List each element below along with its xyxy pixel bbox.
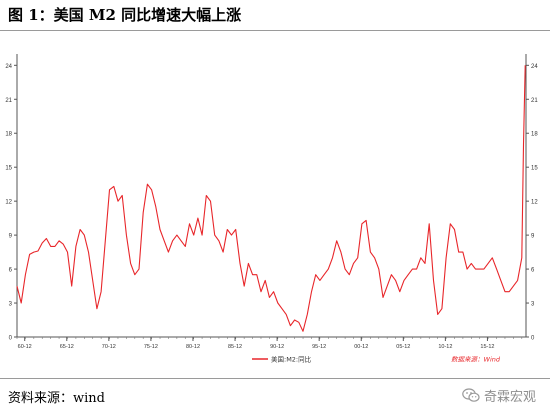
footer-divider — [0, 378, 550, 379]
y-tick-label-right: 18 — [531, 132, 538, 138]
y-tick-label-right: 15 — [531, 166, 538, 172]
y-tick-label-right: 3 — [531, 302, 535, 308]
x-tick-label: 00-12 — [354, 344, 368, 350]
y-tick-label-right: 6 — [531, 268, 535, 274]
x-tick-label: 15-12 — [480, 344, 494, 350]
series-line-m2-yoy — [16, 65, 526, 332]
x-tick-label: 95-12 — [312, 344, 326, 350]
x-tick-label: 85-12 — [228, 344, 242, 350]
chart-area: 0 3 6 9 12 15 18 21 24 0 3 6 9 12 15 18 21 24 60-12 65-12 70… — [0, 36, 550, 376]
y-tick-label-right: 12 — [531, 200, 538, 206]
y-tick-label-right: 24 — [531, 64, 538, 70]
y-tick-label-left: 21 — [5, 98, 12, 104]
m2-growth-line-chart: 0 3 6 9 12 15 18 21 24 0 3 6 9 12 15 18 21 24 60-12 65-12 70… — [5, 54, 538, 363]
y-tick-label-left: 15 — [5, 166, 12, 172]
caption-divider — [0, 30, 550, 31]
wechat-logo-icon — [462, 388, 480, 402]
chart-source-label: 数据来源：Wind — [451, 355, 501, 363]
y-tick-label-left: 0 — [9, 336, 13, 342]
x-tick-label: 65-12 — [60, 344, 74, 350]
figure-caption: 图 1：美国 M2 同比增速大幅上涨 — [8, 6, 242, 24]
y-tick-label-right: 21 — [531, 98, 538, 104]
x-tick-label: 05-12 — [396, 344, 410, 350]
y-tick-label-left: 12 — [5, 200, 12, 206]
y-tick-label-left: 24 — [5, 64, 12, 70]
x-tick-label: 75-12 — [144, 344, 158, 350]
y-tick-label-right: 0 — [531, 336, 535, 342]
x-tick-label: 70-12 — [102, 344, 116, 350]
x-tick-label: 80-12 — [186, 344, 200, 350]
watermark-text: 奇霖宏观 — [483, 389, 536, 404]
y-tick-label-left: 3 — [9, 302, 13, 308]
y-tick-label-left: 9 — [9, 234, 13, 240]
y-tick-label-right: 9 — [531, 234, 535, 240]
legend-label: 美国:M2:同比 — [271, 354, 312, 363]
source-note: 资料来源：wind — [8, 391, 105, 406]
watermark: 奇霖宏观 — [462, 386, 536, 405]
x-tick-label: 90-12 — [270, 344, 284, 350]
y-tick-label-left: 18 — [5, 132, 12, 138]
y-tick-label-left: 6 — [9, 268, 13, 274]
x-tick-label: 60-12 — [18, 344, 32, 350]
x-tick-label: 10-12 — [438, 344, 452, 350]
